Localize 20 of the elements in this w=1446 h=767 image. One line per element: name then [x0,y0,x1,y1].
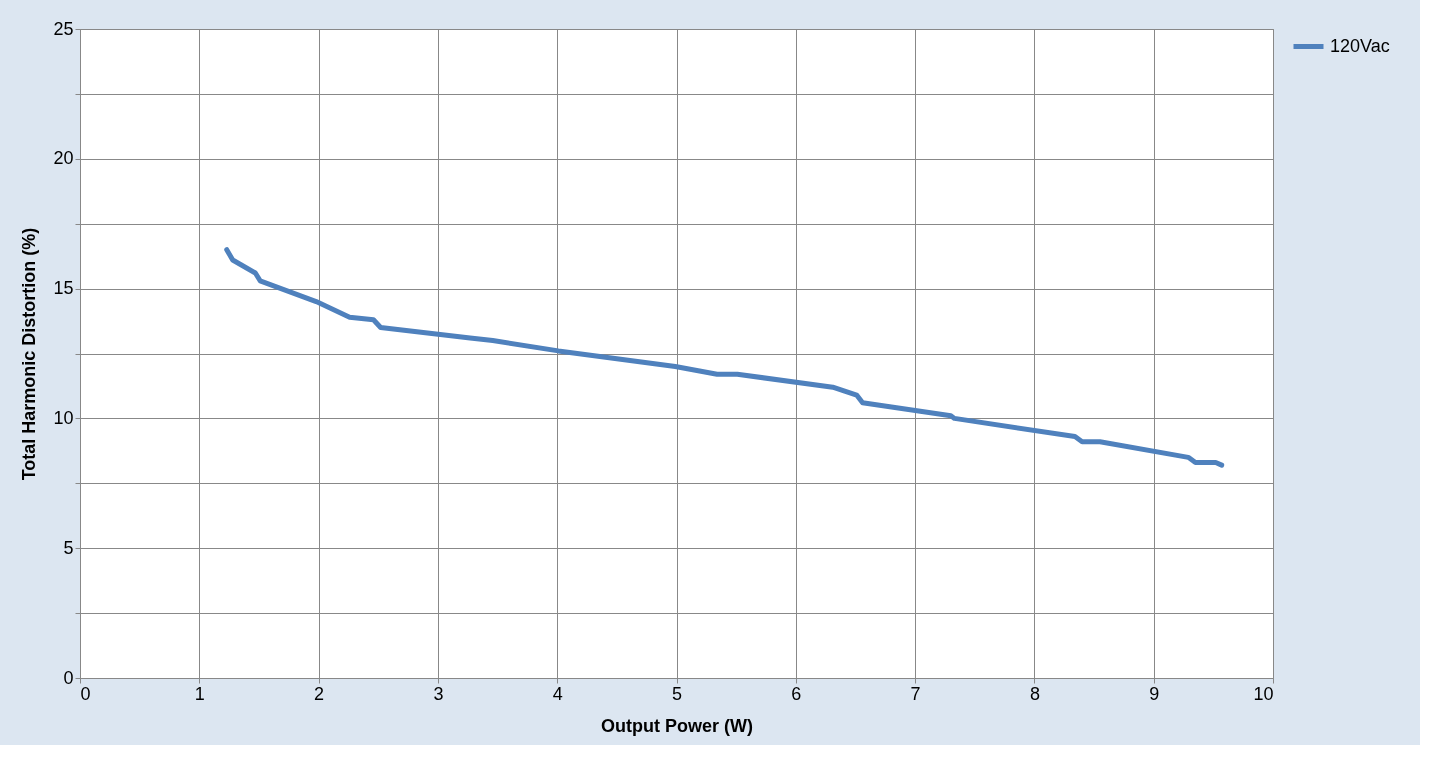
y-tick-label: 15 [53,278,74,299]
x-tick-label: 10 [1253,683,1274,704]
x-tick-label: 1 [194,683,205,704]
x-tick-label: 4 [552,683,563,704]
y-tick-label: 5 [63,537,74,558]
legend-label: 120Vac [1330,35,1390,56]
x-tick-label: 2 [314,683,325,704]
x-tick-label: 3 [433,683,444,704]
y-tick-label: 20 [53,148,74,169]
y-tick-label: 10 [53,407,74,428]
y-axis-title: Total Harmonic Distortion (%) [19,227,40,481]
x-axis-title: Output Power (W) [601,715,753,736]
x-tick-label: 9 [1149,683,1160,704]
y-tick-label: 0 [63,667,74,688]
x-tick-label: 5 [671,683,683,704]
x-tick-label: 8 [1029,683,1040,704]
x-tick-label: 0 [80,683,91,704]
y-tick-label: 25 [53,18,74,39]
x-tick-label: 6 [791,683,802,704]
x-tick-label: 7 [910,683,921,704]
